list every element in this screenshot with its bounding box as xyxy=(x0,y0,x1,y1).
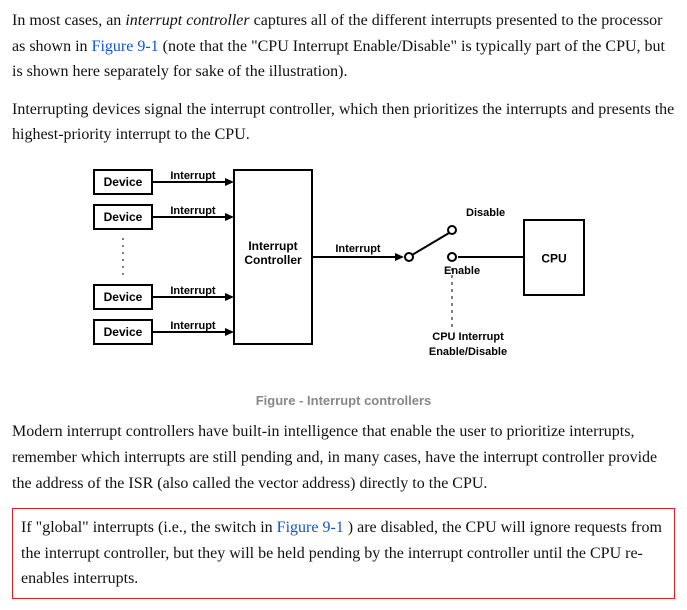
svg-text:Interrupt: Interrupt xyxy=(335,243,381,255)
svg-text:Device: Device xyxy=(103,325,142,339)
note-box: If "global" interrupts (i.e., the switch… xyxy=(12,508,675,599)
svg-text:Interrupt: Interrupt xyxy=(170,320,216,332)
svg-text:Disable: Disable xyxy=(466,207,505,219)
text: If "global" interrupts (i.e., the switch… xyxy=(21,519,277,536)
figure-link[interactable]: Figure 9-1 xyxy=(277,519,344,536)
svg-text:Interrupt: Interrupt xyxy=(170,205,216,217)
paragraph-signal: Interrupting devices signal the interrup… xyxy=(12,97,675,148)
svg-text:Interrupt: Interrupt xyxy=(170,170,216,182)
svg-text:Interrupt: Interrupt xyxy=(170,285,216,297)
svg-text:Device: Device xyxy=(103,290,142,304)
diagram-container: Device Interrupt Device Interrupt Device Inte… xyxy=(12,160,675,411)
figure-caption: Figure - Interrupt controllers xyxy=(12,391,675,412)
svg-text:Controller: Controller xyxy=(244,253,302,267)
svg-text:Device: Device xyxy=(103,210,142,224)
svg-text:CPU Interrupt: CPU Interrupt xyxy=(432,331,504,343)
paragraph-modern: Modern interrupt controllers have built-… xyxy=(12,419,675,496)
term-interrupt-controller: interrupt controller xyxy=(125,12,249,29)
svg-text:CPU: CPU xyxy=(541,251,566,265)
svg-text:Device: Device xyxy=(103,175,142,189)
figure-link[interactable]: Figure 9-1 xyxy=(92,38,159,55)
text: In most cases, an xyxy=(12,12,125,29)
svg-text:Enable: Enable xyxy=(444,265,480,277)
paragraph-intro: In most cases, an interrupt controller c… xyxy=(12,8,675,85)
interrupt-controller-diagram: Device Interrupt Device Interrupt Device Inte… xyxy=(74,160,614,380)
svg-text:Interrupt: Interrupt xyxy=(248,239,297,253)
svg-text:Enable/Disable: Enable/Disable xyxy=(428,346,506,358)
